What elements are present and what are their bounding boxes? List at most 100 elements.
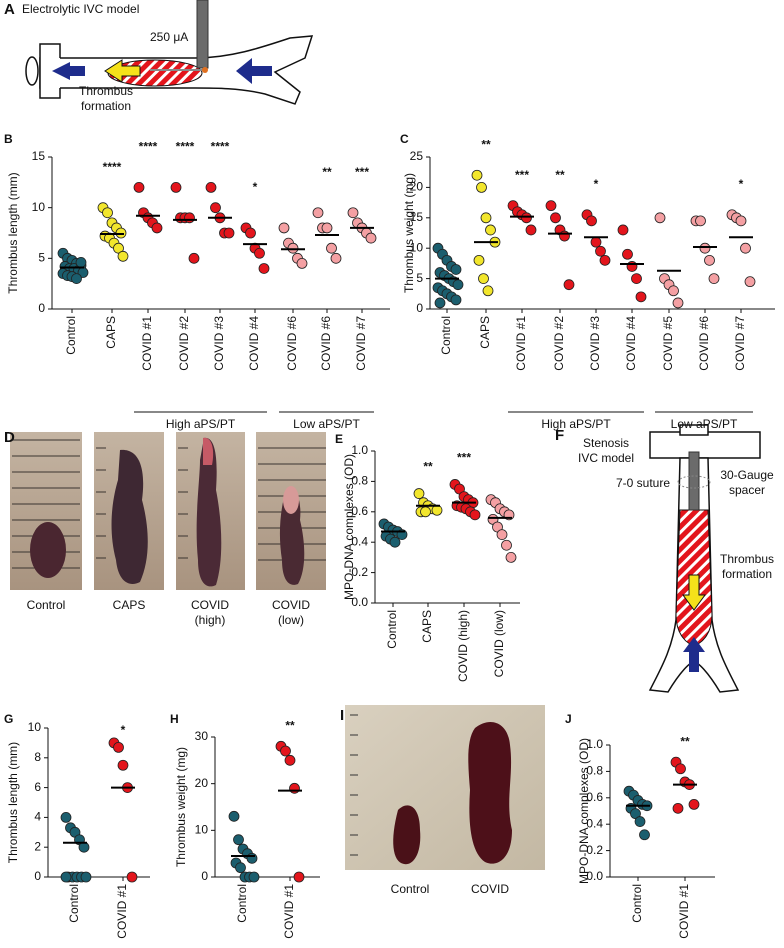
data-point [258,263,270,274]
data-point [347,207,359,219]
data-point [450,294,462,306]
x-tick-label: COVID #6 [319,316,333,371]
photo-caption: Control [26,598,66,612]
data-point [545,200,557,212]
y-tick-label: 10 [32,200,46,214]
y-tick-label: 10 [28,720,42,734]
data-point [223,227,235,239]
data-point [205,181,217,193]
thrombus-photos-d [10,432,326,590]
panel-letter: D [4,429,15,446]
data-point [695,215,706,227]
data-point [296,257,308,269]
y-tick-label: 0 [34,869,41,883]
data-point [740,242,751,254]
spacer-label: 30-Gauge spacer [720,468,774,497]
data-point [654,212,666,224]
data-point [117,759,129,771]
y-axis-label: Thrombus weight (mg) [402,173,416,293]
y-axis-label: Thrombus length (mm) [6,172,20,293]
x-tick-label: Control [630,884,644,923]
data-point [635,291,647,303]
data-point [521,212,532,224]
significance: ** [680,734,690,748]
data-point [71,273,82,285]
thrombus-caption: Thrombus formation [78,84,134,113]
significance: ** [423,460,433,474]
y-tick-label: 0.6 [586,790,603,804]
data-point [233,834,244,846]
data-point [744,276,756,288]
data-point [117,250,129,262]
y-tick-label: 20 [410,180,424,194]
photo-caption: CAPS [112,598,146,612]
data-point [476,181,487,193]
data-point [365,232,377,244]
significance: * [253,180,258,194]
data-point [289,782,300,794]
y-tick-label: 0.4 [351,534,368,548]
photo-caption: COVID (low) [271,598,310,627]
y-tick-label: 0.4 [586,816,603,830]
data-point [485,224,496,236]
y-tick-label: 0.6 [351,504,368,518]
y-tick-label: 8 [34,750,41,764]
data-point [431,504,443,516]
x-tick-label: COVID #7 [354,316,368,371]
x-tick-label: COVID #4 [247,316,261,371]
data-point [413,488,425,499]
data-point [235,862,246,874]
data-point [115,227,127,239]
thrombus-photo-i [345,705,545,870]
significance: **** [211,140,230,154]
y-tick-label: 1.0 [586,737,603,751]
x-tick-label: Control [64,316,78,355]
data-point [151,222,163,234]
x-tick-label: COVID #6 [697,316,711,371]
group-label: Low aPS/PT [293,417,360,431]
data-point [293,871,305,883]
data-point [622,248,633,260]
group-label: High aPS/PT [541,417,611,431]
data-point [469,509,481,521]
data-point [550,212,561,224]
y-tick-label: 0 [201,869,208,883]
data-point [321,222,333,234]
y-tick-label: 0.8 [351,474,368,488]
ivc-diagram-a [25,0,314,105]
significance: * [121,723,126,737]
data-point [586,215,597,227]
y-tick-label: 0.2 [351,565,368,579]
significance: *** [515,168,529,182]
x-tick-label: Control [67,884,81,923]
x-tick-label: COVID #1 [140,316,154,371]
panel-letter: H [170,712,179,726]
group-label: High aPS/PT [166,417,236,431]
x-tick-label: COVID #7 [733,316,747,371]
data-point [482,285,494,297]
panel-letter: C [400,132,409,146]
photo-caption: COVID [470,882,509,896]
significance: * [594,177,599,191]
data-point [434,297,446,309]
data-point [102,207,113,219]
ivc-diagram-f [648,424,761,693]
panel-letter: B [4,132,13,146]
data-point [501,539,512,551]
panel-letter: A [4,1,15,18]
data-point [245,227,256,239]
data-point [60,812,72,823]
data-point [735,215,747,227]
x-tick-label: COVID (high) [456,610,470,682]
significance: ** [285,719,295,733]
x-tick-label: CAPS [478,316,492,349]
y-tick-label: 0.8 [586,764,603,778]
y-tick-label: 2 [34,839,41,853]
data-point [330,252,342,264]
y-tick-label: 5 [416,271,423,285]
data-point [617,224,629,236]
panel-letter: G [4,712,13,726]
diagram-title: Stenosis IVC model [577,436,635,465]
data-point [248,871,260,883]
